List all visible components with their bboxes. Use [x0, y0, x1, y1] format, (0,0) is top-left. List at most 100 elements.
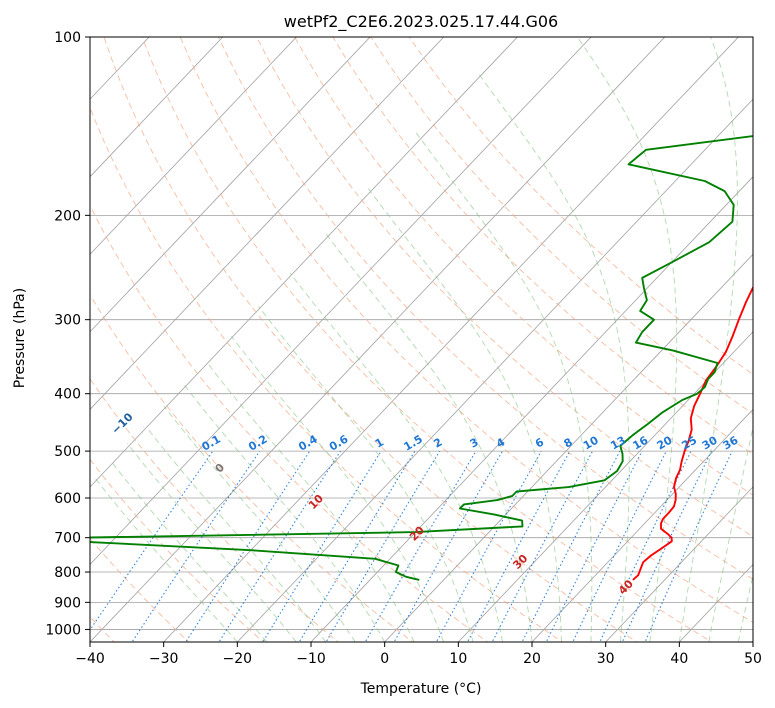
- x-tick-label: 50: [744, 651, 762, 667]
- mixing-ratio-line: [393, 450, 503, 642]
- moist-adiabat-line: [183, 383, 386, 642]
- mixing-ratio-label: 2: [431, 436, 444, 451]
- dry-adiabat-line: [90, 377, 339, 642]
- moist-adiabat-line: [126, 443, 297, 642]
- y-tick-label: 600: [54, 491, 81, 507]
- mixing-ratio-line: [90, 450, 214, 631]
- dry-adiabat-label: 20: [407, 523, 427, 543]
- x-tick-label: −30: [149, 651, 179, 667]
- isotherm-line: [90, 37, 445, 410]
- y-axis: 100 200 300 400 500 600 700 800 900 1000: [45, 30, 90, 638]
- mixing-ratio-line: [262, 450, 382, 642]
- dry-adiabat-label: −10: [109, 410, 136, 437]
- mixing-ratio-line: [364, 450, 477, 642]
- y-tick-label: 300: [54, 313, 81, 329]
- mixing-ratio-label: 30: [700, 433, 720, 452]
- x-axis-title: Temperature (°C): [360, 681, 482, 697]
- dry-adiabat-line: [256, 37, 753, 538]
- isotherm-line: [90, 37, 518, 488]
- mixing-ratio-label: 1.5: [401, 433, 424, 454]
- moist-adiabat-line: [737, 573, 753, 642]
- mixing-ratio-label: 0.2: [246, 433, 269, 454]
- moist-adiabat-line: [708, 425, 753, 642]
- mixing-ratio-line: [644, 450, 733, 642]
- x-tick-label: −10: [296, 651, 326, 667]
- mixing-ratio-label: 1: [373, 436, 386, 451]
- isotherm-line: [90, 37, 224, 178]
- chart-title: wetPf2_C2E6.2023.025.17.44.G06: [284, 12, 558, 32]
- mixing-ratio-label: 25: [679, 434, 699, 453]
- moist-adiabat-line: [678, 37, 738, 642]
- x-tick-label: −40: [75, 651, 105, 667]
- x-tick-label: −20: [223, 651, 253, 667]
- isotherm-line: [310, 176, 753, 642]
- isotherm-line: [457, 331, 753, 642]
- mixing-ratio-label: 36: [721, 433, 741, 452]
- y-tick-label: 200: [54, 208, 81, 224]
- temperature-profile-line: [632, 285, 753, 581]
- dry-adiabat-line: [370, 37, 753, 415]
- moist-adiabat-line: [367, 187, 562, 642]
- x-tick-label: 0: [380, 651, 389, 667]
- isotherm-line: [384, 253, 753, 642]
- x-tick-label: 30: [597, 651, 615, 667]
- y-tick-label: 500: [54, 444, 81, 460]
- dry-adiabat-line: [294, 37, 753, 496]
- moist-adiabat-line: [94, 477, 238, 642]
- y-tick-label: 1000: [45, 622, 81, 638]
- mixing-ratio-line: [466, 450, 571, 642]
- moist-adiabat-line: [207, 362, 415, 642]
- isotherm-line: [90, 37, 592, 566]
- dry-adiabat-line: [90, 106, 564, 642]
- isotherm-line: [163, 37, 739, 642]
- y-tick-label: 900: [54, 595, 81, 611]
- x-tick-label: 20: [523, 651, 541, 667]
- series-layer: [90, 135, 753, 581]
- mixing-ratio-label: 6: [533, 435, 546, 450]
- x-tick-label: 40: [670, 651, 688, 667]
- isotherm-line: [90, 37, 666, 642]
- background-lines: [90, 37, 753, 642]
- dry-adiabat-line: [141, 37, 713, 642]
- y-tick-label: 800: [54, 565, 81, 581]
- dry-adiabat-line: [90, 537, 190, 642]
- isotherm-line: [90, 37, 371, 333]
- mixing-ratio-label: 10: [581, 433, 601, 452]
- x-axis: −40 −30 −20 −10 0 10 20 30 40 50: [75, 642, 762, 667]
- dry-adiabat-line: [217, 37, 753, 580]
- dry-adiabat-line: [408, 37, 753, 375]
- y-tick-label: 100: [54, 30, 81, 46]
- dry-adiabat-label: 0: [213, 461, 228, 476]
- plot-frame: [89, 36, 754, 643]
- isotherm-line: [605, 486, 753, 642]
- isotherm-line: [752, 641, 753, 642]
- isopleth-labels: 0.10.20.40.611.52346810131620253036−100−…: [109, 410, 741, 597]
- moist-adiabat-line: [145, 426, 327, 642]
- mixing-ratio-line: [491, 450, 594, 642]
- moist-adiabat-line: [577, 37, 678, 642]
- moist-adiabat-line: [325, 233, 533, 642]
- isotherm-line: [236, 98, 753, 642]
- mixing-ratio-label: 0.4: [296, 432, 320, 453]
- moist-adiabat-line: [477, 72, 630, 642]
- dry-adiabat-line: [90, 204, 489, 642]
- moist-adiabat-line: [289, 272, 503, 642]
- mixing-ratio-line: [325, 450, 441, 642]
- mixing-ratio-line: [435, 450, 542, 642]
- mixing-ratio-line: [521, 450, 621, 642]
- dry-adiabat-line: [90, 293, 414, 642]
- mixing-ratio-line: [131, 450, 261, 642]
- dry-adiabat-line: [90, 458, 265, 642]
- mixing-ratio-label: 0.1: [199, 433, 222, 454]
- mixing-ratio-label: 0.6: [327, 432, 351, 453]
- mixing-ratio-line: [599, 450, 692, 642]
- dry-adiabat-line: [332, 37, 753, 455]
- mixing-ratio-label: 16: [630, 433, 650, 452]
- isotherm-line: [90, 37, 297, 255]
- dry-adiabat-line: [179, 37, 753, 623]
- mixing-ratio-line: [621, 450, 712, 642]
- isotherm-line: [531, 408, 753, 642]
- dry-adiabat-line: [103, 37, 638, 642]
- mixing-ratio-label: 3: [468, 436, 481, 451]
